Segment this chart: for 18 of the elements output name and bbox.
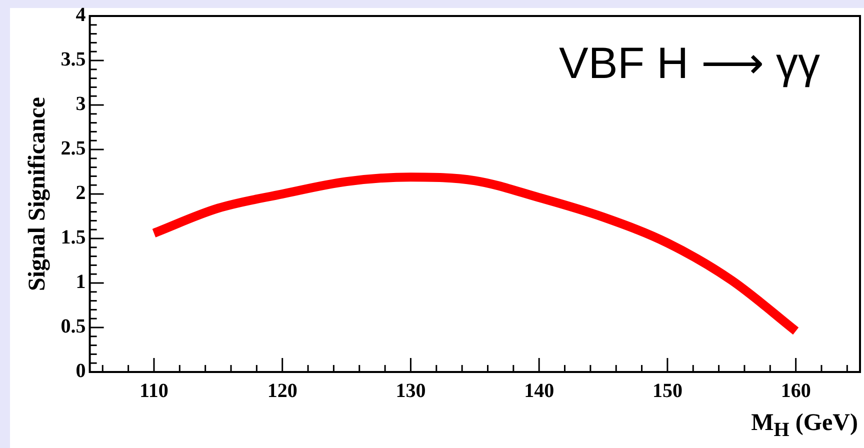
x-tick-label: 110 [140,380,168,402]
y-tick-label: 2 [76,182,86,204]
x-tick-label: 150 [652,380,682,402]
y-tick-label: 4 [76,4,86,26]
y-tick-label: 2.5 [60,138,86,160]
y-tick-label: 0.5 [60,316,86,338]
x-tick-label: 160 [780,380,811,402]
x-tick-label: 120 [267,380,298,402]
y-tick-label: 3.5 [60,48,86,71]
y-tick-label: 1.5 [60,226,86,249]
x-tick-label: 140 [524,380,554,402]
annotation: VBF H ⟶ γγ [558,39,820,88]
y-tick-label: 3 [76,93,86,116]
x-axis-title: M$_{H}$ (GeV) [751,410,858,442]
x-tick-label: 130 [396,380,426,402]
y-axis-title: Signal Significance [24,96,51,292]
y-tick-label: 0 [76,360,86,382]
y-tick-label: 1 [76,271,86,294]
